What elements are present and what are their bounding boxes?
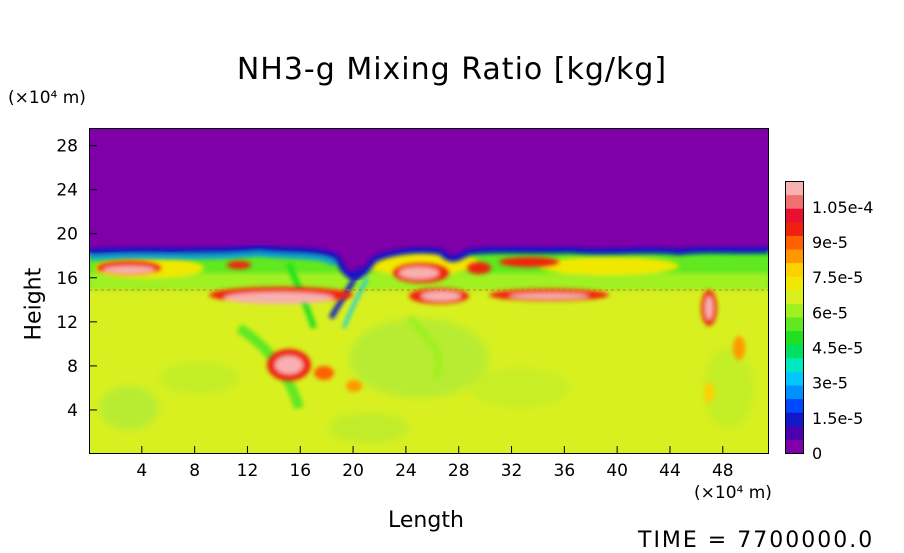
colorbar-cell [785, 289, 804, 304]
colorbar-frame [785, 181, 804, 454]
x-tick-label: 28 [448, 461, 470, 481]
colorbar-cell [785, 276, 804, 291]
colorbar-tick-label: 0 [812, 444, 822, 463]
y-tick-label: 12 [56, 313, 78, 333]
colorbar-cell [785, 221, 804, 236]
x-tick-label: 32 [501, 461, 523, 481]
y-tick-label: 8 [67, 357, 78, 377]
colorbar-cell [785, 303, 804, 318]
y-tick-label: 4 [67, 401, 78, 421]
plot-frame [89, 128, 769, 454]
colorbar-cell [785, 385, 804, 400]
x-tick-label: 8 [189, 461, 200, 481]
colorbar-tick-label: 1.5e-5 [812, 409, 863, 428]
y-ticks [89, 145, 97, 411]
x-tick-label: 4 [136, 461, 147, 481]
y-tick-label: 20 [56, 225, 78, 245]
colorbar-cell [785, 262, 804, 277]
colorbar-cell [785, 357, 804, 372]
colorbar-tick-label: 3e-5 [812, 374, 848, 393]
colorbar-tick-label: 7.5e-5 [812, 268, 863, 287]
x-axis-unit: (×10⁴ m) [694, 483, 772, 503]
y-axis-unit: (×10⁴ m) [8, 88, 86, 108]
colorbar-cell [785, 235, 804, 250]
colorbar-cell [785, 398, 804, 413]
colorbar-cell [785, 425, 804, 440]
colorbar-cell [785, 371, 804, 386]
x-ticks [141, 446, 724, 454]
heatmap-plot [89, 128, 769, 454]
x-tick-label: 40 [606, 461, 628, 481]
x-tick-label: 16 [289, 461, 311, 481]
colorbar-cell [785, 317, 804, 332]
colorbar: 0 1.5e-5 3e-5 4.5e-5 6e-5 7.5e-5 9e-5 1.05e-4 [785, 181, 873, 463]
colorbar-cell [785, 412, 804, 427]
x-axis-label: Length [388, 508, 464, 533]
chart-title: NH3-g Mixing Ratio [kg/kg] [236, 52, 668, 87]
colorbar-cell [785, 181, 804, 196]
x-tick-label: 36 [554, 461, 576, 481]
heatmap-field [89, 128, 769, 454]
colorbar-cell [785, 208, 804, 223]
colorbar-tick-label: 9e-5 [812, 233, 848, 252]
colorbar-cell [785, 439, 804, 454]
time-readout: TIME = 7700000.0 [638, 528, 875, 553]
colorbar-cell [785, 249, 804, 264]
x-tick-label: 48 [712, 461, 734, 481]
upper-boundary-edge [89, 244, 769, 281]
y-tick-label: 16 [56, 269, 78, 289]
x-tick-label: 12 [237, 461, 259, 481]
colorbar-cell [785, 194, 804, 209]
y-tick-label: 24 [56, 181, 78, 201]
x-tick-label: 24 [395, 461, 417, 481]
colorbar-tick-label: 6e-5 [812, 303, 848, 322]
y-tick-label: 28 [56, 137, 78, 157]
colorbar-cell [785, 330, 804, 345]
colorbar-tick-label: 1.05e-4 [812, 198, 873, 217]
colorbar-tick-label: 4.5e-5 [812, 338, 863, 357]
x-tick-label: 44 [659, 461, 681, 481]
x-tick-label: 20 [342, 461, 364, 481]
low-level-variations [99, 318, 754, 443]
high-concentration-regions [97, 257, 745, 403]
y-tick-labels: 4 8 12 16 20 24 28 [56, 137, 78, 421]
upper-layer-region [89, 128, 769, 278]
colorbar-cell [785, 344, 804, 359]
